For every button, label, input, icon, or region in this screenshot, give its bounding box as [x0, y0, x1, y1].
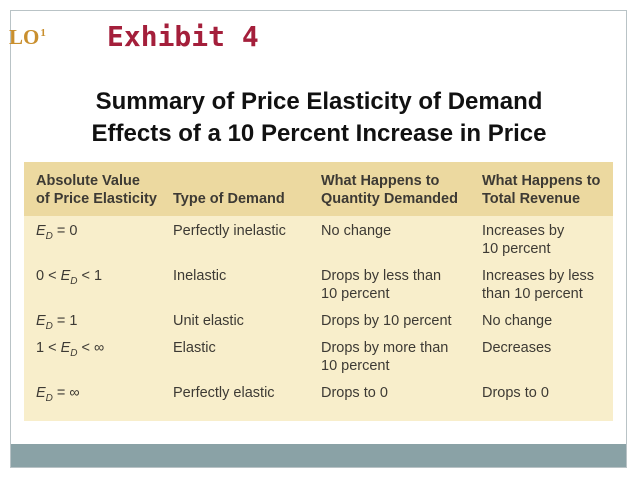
- slide-footer-bar: [11, 444, 626, 467]
- header-total-revenue: What Happens to Total Revenue: [482, 173, 601, 207]
- table-row-2-type: Inelastic: [173, 268, 227, 284]
- table-row-1-revenue: Increases by 10 percent: [482, 223, 565, 257]
- slide-frame: [10, 10, 627, 468]
- lo-label: LO: [9, 25, 40, 49]
- table-row-4-type: Elastic: [173, 340, 216, 356]
- table-row-1-quantity: No change: [321, 223, 392, 239]
- learning-objective-badge: LO1: [9, 25, 46, 50]
- table-row-2-elasticity: 0 < ED < 1: [36, 268, 103, 287]
- table-row-3-type: Unit elastic: [173, 313, 244, 329]
- table-row-3-elasticity: ED = 1: [36, 313, 78, 332]
- table-header-band: [24, 162, 613, 216]
- subtitle-line-1: Summary of Price Elasticity of Demand: [95, 88, 543, 115]
- table-row-5-revenue: Drops to 0: [482, 385, 549, 401]
- table-row-5-elasticity: ED = ∞: [36, 385, 80, 404]
- table-row-4-revenue: Decreases: [482, 340, 552, 356]
- table-row-2-quantity: Drops by less than 10 percent: [321, 268, 442, 302]
- table-row-2-revenue: Increases by less than 10 percent: [482, 268, 595, 302]
- elasticity-table: Absolute Value of Price Elasticity Type …: [24, 162, 613, 421]
- header-abs-value: Absolute Value of Price Elasticity: [36, 173, 157, 207]
- header-quantity-demanded: What Happens to Quantity Demanded: [321, 173, 458, 207]
- exhibit-title: Exhibit 4: [107, 20, 259, 53]
- table-row-1-elasticity: ED = 0: [36, 223, 78, 242]
- table-row-4-elasticity: 1 < ED < ∞: [36, 340, 105, 359]
- table-row-5-quantity: Drops to 0: [321, 385, 388, 401]
- table-row-5-type: Perfectly elastic: [173, 385, 275, 401]
- table-row-1-type: Perfectly inelastic: [173, 223, 286, 239]
- lo-number: 1: [40, 27, 46, 39]
- subtitle-line-2: Effects of a 10 Percent Increase in Pric…: [91, 120, 547, 147]
- table-row-4-quantity: Drops by more than 10 percent: [321, 340, 449, 374]
- table-row-3-quantity: Drops by 10 percent: [321, 313, 452, 329]
- header-type-of-demand: Type of Demand: [173, 191, 285, 207]
- table-row-3-revenue: No change: [482, 313, 553, 329]
- exhibit-subtitle: Summary of Price Elasticity of Demand Ef…: [0, 86, 638, 150]
